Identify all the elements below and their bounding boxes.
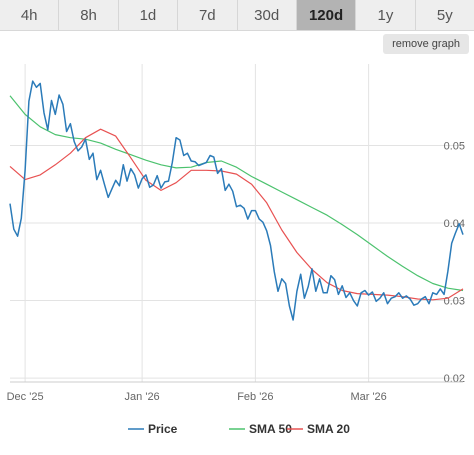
legend-label: Price: [148, 422, 178, 436]
tab-1d[interactable]: 1d: [119, 0, 179, 30]
y-tick-label: 0.04: [444, 218, 465, 230]
remove-graph-button[interactable]: remove graph: [383, 34, 469, 54]
tab-7d[interactable]: 7d: [178, 0, 238, 30]
series-line-price: [9, 80, 464, 321]
tab-4h[interactable]: 4h: [0, 0, 60, 30]
timeframe-tabs: 4h 8h 1d 7d 30d 120d 1y 5y: [0, 0, 474, 31]
series-line-sma-20: [9, 128, 464, 301]
y-tick-label: 0.05: [444, 140, 465, 152]
tab-30d[interactable]: 30d: [238, 0, 297, 30]
tab-8h[interactable]: 8h: [59, 0, 119, 30]
y-tick-label: 0.03: [444, 296, 465, 308]
x-tick-label: Jan '26: [125, 391, 160, 403]
x-tick-label: Mar '26: [350, 391, 386, 403]
x-tick-label: Dec '25: [7, 391, 44, 403]
tab-120d[interactable]: 120d: [296, 0, 357, 30]
legend-label: SMA 20: [307, 422, 350, 436]
tab-5y[interactable]: 5y: [436, 6, 453, 24]
series-line-sma-50: [9, 95, 464, 292]
y-tick-label: 0.02: [444, 373, 465, 385]
tab-1y[interactable]: 1y: [356, 0, 416, 30]
legend-label: SMA 50: [249, 422, 292, 436]
x-tick-label: Feb '26: [237, 391, 273, 403]
